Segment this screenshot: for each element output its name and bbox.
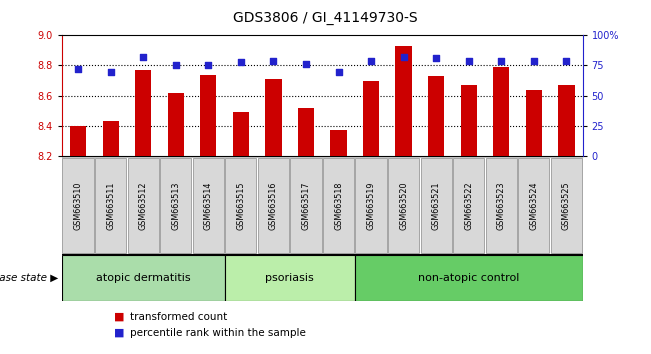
Text: psoriasis: psoriasis bbox=[266, 273, 314, 283]
Bar bbox=[70, 126, 86, 156]
Point bbox=[73, 66, 83, 72]
Bar bbox=[225, 158, 256, 253]
Text: GSM663517: GSM663517 bbox=[301, 181, 311, 230]
Point bbox=[561, 58, 572, 63]
Text: GSM663521: GSM663521 bbox=[432, 181, 441, 230]
Bar bbox=[323, 158, 354, 253]
Text: transformed count: transformed count bbox=[130, 312, 227, 322]
Bar bbox=[290, 158, 322, 253]
Text: GSM663513: GSM663513 bbox=[171, 181, 180, 229]
Point bbox=[236, 59, 246, 65]
Point bbox=[496, 58, 506, 63]
Text: non-atopic control: non-atopic control bbox=[418, 273, 519, 283]
Bar bbox=[168, 93, 184, 156]
Text: GSM663524: GSM663524 bbox=[529, 181, 538, 230]
Text: atopic dermatitis: atopic dermatitis bbox=[96, 273, 191, 283]
Text: disease state ▶: disease state ▶ bbox=[0, 273, 59, 283]
Bar bbox=[355, 158, 387, 253]
Bar bbox=[421, 158, 452, 253]
Point bbox=[431, 56, 441, 61]
Text: GSM663516: GSM663516 bbox=[269, 181, 278, 229]
Point bbox=[529, 58, 539, 63]
Point bbox=[464, 58, 474, 63]
Bar bbox=[525, 90, 542, 156]
Bar bbox=[428, 76, 444, 156]
Bar bbox=[103, 121, 118, 156]
Bar bbox=[453, 158, 484, 253]
Text: GSM663514: GSM663514 bbox=[204, 181, 213, 229]
Point bbox=[301, 62, 311, 67]
Bar bbox=[201, 74, 216, 156]
Bar bbox=[128, 158, 159, 253]
Bar bbox=[518, 158, 549, 253]
Bar bbox=[135, 70, 151, 156]
Text: ■: ■ bbox=[114, 328, 128, 338]
Bar bbox=[298, 108, 314, 156]
Point bbox=[268, 58, 279, 63]
Point bbox=[333, 69, 344, 74]
Text: GSM663518: GSM663518 bbox=[334, 181, 343, 229]
Point bbox=[366, 58, 376, 63]
Bar bbox=[493, 67, 509, 156]
Text: GDS3806 / GI_41149730-S: GDS3806 / GI_41149730-S bbox=[233, 11, 418, 25]
Point bbox=[171, 63, 181, 68]
Text: GSM663515: GSM663515 bbox=[236, 181, 245, 230]
Point bbox=[398, 54, 409, 60]
Point bbox=[105, 69, 116, 74]
Bar bbox=[62, 158, 94, 253]
Bar bbox=[395, 46, 411, 156]
Bar bbox=[330, 130, 346, 156]
Bar bbox=[266, 79, 281, 156]
Point bbox=[203, 63, 214, 68]
Text: GSM663511: GSM663511 bbox=[106, 181, 115, 229]
Text: ■: ■ bbox=[114, 312, 128, 322]
Bar bbox=[225, 255, 355, 301]
Bar bbox=[233, 112, 249, 156]
Text: GSM663520: GSM663520 bbox=[399, 181, 408, 230]
Point bbox=[138, 54, 148, 60]
Text: percentile rank within the sample: percentile rank within the sample bbox=[130, 328, 306, 338]
Bar bbox=[160, 158, 191, 253]
Bar bbox=[486, 158, 517, 253]
Text: GSM663510: GSM663510 bbox=[74, 181, 83, 229]
Bar bbox=[193, 158, 224, 253]
Text: GSM663512: GSM663512 bbox=[139, 181, 148, 230]
Text: GSM663522: GSM663522 bbox=[464, 181, 473, 230]
Bar bbox=[95, 158, 126, 253]
Bar bbox=[62, 255, 225, 301]
Bar bbox=[363, 81, 379, 156]
Text: GSM663519: GSM663519 bbox=[367, 181, 376, 230]
Bar bbox=[558, 85, 574, 156]
Bar bbox=[461, 85, 477, 156]
Bar bbox=[388, 158, 419, 253]
Text: GSM663525: GSM663525 bbox=[562, 181, 571, 230]
Text: GSM663523: GSM663523 bbox=[497, 181, 506, 230]
Bar bbox=[551, 158, 582, 253]
Bar bbox=[355, 255, 583, 301]
Bar bbox=[258, 158, 289, 253]
